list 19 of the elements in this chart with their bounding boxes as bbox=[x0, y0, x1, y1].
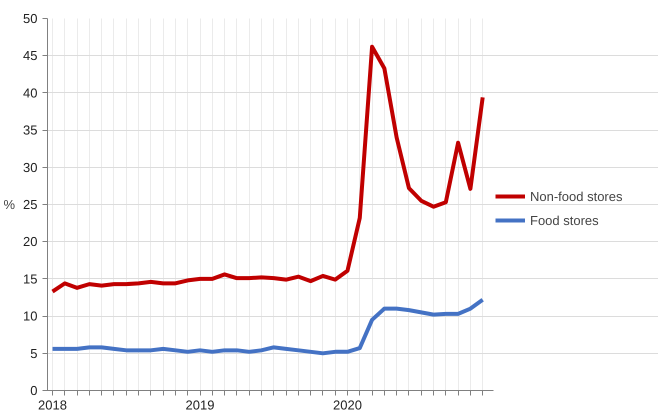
y-tick-label: 35 bbox=[23, 122, 38, 138]
legend-label: Food stores bbox=[530, 212, 599, 228]
y-tick-label: 40 bbox=[23, 85, 38, 100]
line-series bbox=[50, 44, 485, 294]
y-tick-label: 0 bbox=[30, 383, 38, 398]
line-series bbox=[50, 298, 485, 356]
y-tick-label: 5 bbox=[30, 346, 38, 361]
y-tick-label: 15 bbox=[23, 271, 38, 286]
legend-label: Non-food stores bbox=[530, 188, 622, 204]
y-tick-label: 50 bbox=[23, 11, 38, 26]
y-tick-label: 30 bbox=[23, 160, 38, 175]
y-tick-label: 20 bbox=[23, 234, 38, 250]
x-tick-label: 2020 bbox=[333, 398, 362, 412]
y-axis-title: % bbox=[3, 197, 16, 212]
x-tick-label: 2019 bbox=[186, 398, 214, 412]
y-tick-label: 45 bbox=[23, 48, 38, 64]
x-tick-label: 2018 bbox=[38, 398, 67, 412]
y-tick-label: 25 bbox=[23, 197, 38, 212]
y-tick-label: 10 bbox=[23, 308, 38, 324]
